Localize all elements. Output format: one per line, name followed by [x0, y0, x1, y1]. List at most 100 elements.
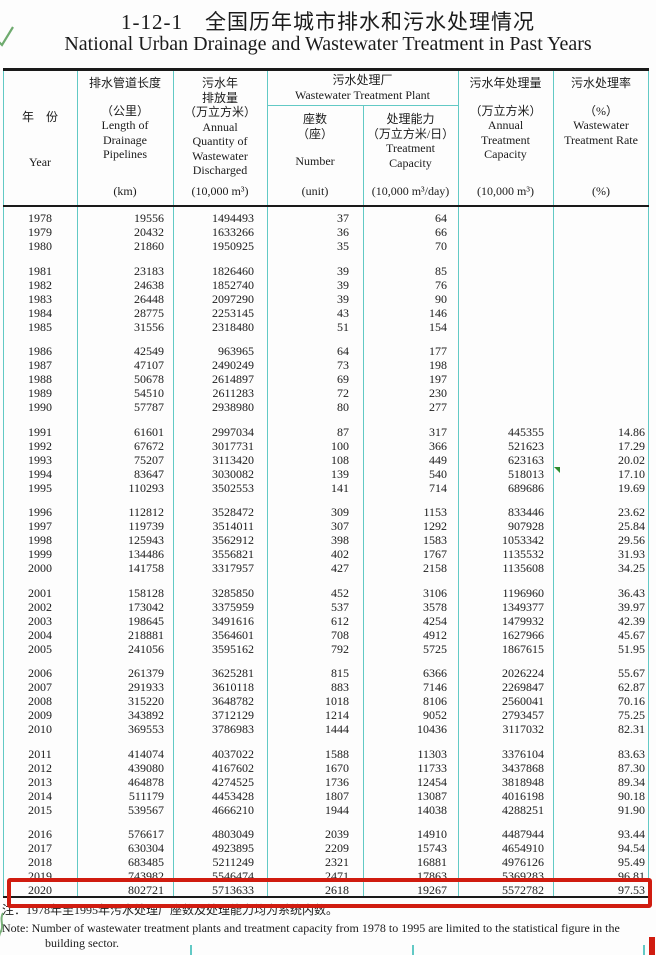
- table-row: 1985 31556 2318480 51 154: [3, 320, 649, 334]
- table-row: 1978 19556 1494493 37 64: [3, 211, 649, 225]
- header-discharge-unit-en: (10,000 m³): [191, 183, 249, 198]
- value-cell: [553, 225, 649, 239]
- year-cell: 1978: [28, 211, 52, 225]
- value-cell: 4912: [423, 627, 447, 642]
- row-group: 1991 61601 2997034 87 317 445355 14.86 1992 6767…: [3, 425, 649, 495]
- value-cell: 20.02: [618, 452, 645, 467]
- value-cell: 4487944: [502, 827, 544, 841]
- value-cell: 449: [429, 452, 447, 467]
- value-cell: 518013: [458, 466, 560, 481]
- value-cell: 2793457: [502, 708, 544, 722]
- value-cell: 218881: [128, 627, 164, 642]
- table-row: 2006 261379 3625281 815 6366 2026224 55.67: [3, 666, 649, 680]
- value-cell: [458, 278, 553, 292]
- value-cell: 2209: [325, 841, 349, 855]
- value-cell: 3595162: [212, 641, 254, 656]
- value-cell: 307: [331, 519, 349, 533]
- header-wwtp-group: 污水处理厂 Wastewater Treatment Plant 座数 （座） …: [267, 70, 458, 205]
- value-cell: 714: [429, 480, 447, 495]
- value-cell: 2269847: [502, 680, 544, 694]
- value-cell: 3625281: [212, 666, 254, 680]
- table-row: 1994 83647 3030082 139 540 518013 17.10: [3, 466, 649, 481]
- row-group: 2011 414074 4037022 1588 11303 3376104 83.63 20…: [3, 747, 649, 817]
- gridline: [3, 68, 4, 898]
- value-cell: 42549: [134, 344, 164, 358]
- value-cell: 4803049: [212, 827, 254, 841]
- value-cell: 792: [331, 641, 349, 656]
- value-cell: [553, 264, 649, 278]
- year-cell: 2005: [28, 641, 52, 656]
- value-cell: 445355: [508, 424, 544, 439]
- value-cell: [458, 225, 553, 239]
- value-cell: 12454: [417, 774, 447, 789]
- value-cell: 317: [429, 424, 447, 439]
- value-cell: 61601: [134, 424, 164, 439]
- table-row: 2016 576617 4803049 2039 14910 4487944 93.44: [3, 827, 649, 841]
- year-cell: 1988: [28, 372, 52, 386]
- value-cell: 883: [331, 680, 349, 694]
- value-cell: 89.34: [618, 774, 645, 789]
- header-plant-number: 座数 （座） Number (unit): [267, 105, 363, 205]
- header-wwtp-group-title: 污水处理厂 Wastewater Treatment Plant: [267, 70, 458, 105]
- table-row: 1990 57787 2938980 80 277: [3, 400, 649, 414]
- value-cell: [553, 239, 649, 253]
- table-row: 1997 119739 3514011 307 1292 907928 25.84: [3, 519, 649, 533]
- value-cell: 8106: [423, 694, 447, 708]
- value-cell: 51: [337, 319, 349, 334]
- value-cell: [458, 372, 553, 386]
- year-cell: 2008: [28, 694, 52, 708]
- header-plant-capacity-unit-en: (10,000 m³/day): [371, 183, 450, 198]
- value-cell: 55.67: [618, 666, 645, 680]
- cell-comment-marker-icon: [554, 466, 560, 473]
- value-cell: 3106: [423, 585, 447, 600]
- gridline: [267, 105, 458, 106]
- value-cell: 125943: [128, 533, 164, 547]
- header-plant-capacity-en: Treatment Capacity: [386, 141, 435, 170]
- value-cell: 4016198: [502, 788, 544, 803]
- value-cell: 5725: [423, 641, 447, 656]
- value-cell: 3610118: [212, 680, 254, 694]
- value-cell: 2471: [325, 869, 349, 883]
- value-cell: 36.43: [618, 585, 645, 600]
- value-cell: 833446: [508, 505, 544, 519]
- value-cell: 540: [429, 466, 447, 481]
- value-cell: 39: [337, 291, 349, 306]
- value-cell: 815: [331, 666, 349, 680]
- value-cell: 108: [331, 452, 349, 467]
- header-rate-unit-zh: （%）: [584, 103, 618, 118]
- value-cell: [458, 386, 553, 400]
- green-check-annotation-icon: [0, 26, 14, 47]
- note-en-line1: Note: Number of wastewater treatment pla…: [2, 920, 620, 935]
- value-cell: 69: [337, 372, 349, 386]
- value-cell: 72: [337, 386, 349, 400]
- value-cell: 75.25: [618, 708, 645, 722]
- value-cell: 3648782: [212, 694, 254, 708]
- value-cell: 2253145: [212, 305, 254, 320]
- value-cell: 16881: [417, 855, 447, 869]
- value-cell: 3030082: [212, 466, 254, 481]
- value-cell: 51.95: [618, 641, 645, 656]
- value-cell: 70: [435, 239, 447, 253]
- value-cell: 3514011: [212, 519, 254, 533]
- value-cell: 100: [331, 438, 349, 453]
- red-annotation-sliver: [649, 937, 655, 955]
- value-cell: 4923895: [212, 841, 254, 855]
- gridline: [267, 68, 268, 898]
- table-row: 1980 21860 1950925 35 70: [3, 239, 649, 253]
- value-cell: 15743: [417, 841, 447, 855]
- header-drainage-zh: 排水管道长度: [88, 76, 161, 90]
- value-cell: 70.16: [618, 694, 645, 708]
- value-cell: 277: [429, 400, 447, 414]
- table-row: 1996 112812 3528472 309 1153 833446 23.62: [3, 505, 649, 519]
- year-cell: 2010: [28, 722, 52, 736]
- value-cell: 2097290: [212, 291, 254, 306]
- value-cell: 45.67: [618, 627, 645, 642]
- value-cell: 3502553: [212, 480, 254, 495]
- row-group: 1981 23183 1826460 39 85 1982 24638 1852740 39 76…: [3, 264, 649, 334]
- value-cell: 4167602: [212, 760, 254, 775]
- year-cell: 1990: [28, 400, 52, 414]
- value-cell: [458, 306, 553, 320]
- value-cell: 1214: [325, 708, 349, 722]
- year-cell: 1983: [28, 291, 52, 306]
- value-cell: 1633266: [212, 225, 254, 239]
